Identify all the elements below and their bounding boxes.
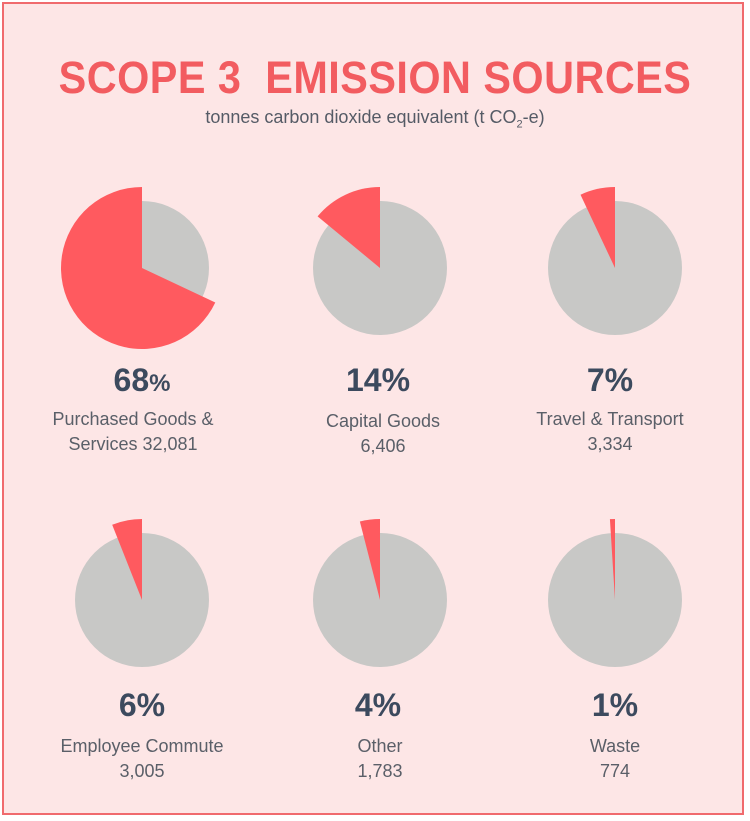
label-waste: Waste 774 bbox=[495, 734, 735, 784]
label-line: Other bbox=[357, 736, 403, 756]
subtitle-main: tonnes carbon dioxide equivalent (t CO bbox=[205, 107, 517, 127]
label-other: Other 1,783 bbox=[260, 734, 500, 784]
label-line: 1,783 bbox=[357, 761, 403, 781]
label-line: Travel & Transport bbox=[536, 409, 684, 429]
pct-employee-commute: 6% bbox=[22, 687, 262, 724]
pct-purchased-goods: 68% bbox=[22, 362, 262, 399]
infographic-frame bbox=[2, 2, 744, 815]
pct-number: 14% bbox=[345, 362, 411, 398]
pie-slice-capital-goods bbox=[317, 187, 380, 268]
pie-slice-employee-commute bbox=[112, 519, 142, 600]
pct-travel-transport: 7% bbox=[490, 362, 730, 399]
label-line: 3,334 bbox=[587, 434, 633, 454]
pct-capital-goods: 14% bbox=[258, 362, 498, 399]
label-line: Services 32,081 bbox=[68, 434, 198, 454]
pie-slice-purchased-goods-services bbox=[60, 187, 216, 349]
pct-number: 4% bbox=[354, 687, 402, 723]
label-travel-transport: Travel & Transport 3,334 bbox=[490, 407, 730, 457]
pct-waste: 1% bbox=[495, 687, 735, 724]
label-line: 774 bbox=[599, 761, 631, 781]
subtitle-end: -e) bbox=[522, 107, 545, 127]
chart-title: SCOPE 3 EMISSION SOURCES bbox=[58, 52, 692, 103]
pct-number: 68 bbox=[113, 362, 150, 398]
pie-slice-other bbox=[359, 519, 380, 600]
label-capital-goods: Capital Goods 6,406 bbox=[263, 409, 503, 459]
label-line: Employee Commute bbox=[60, 736, 224, 756]
label-line: Purchased Goods & bbox=[52, 409, 214, 429]
label-line: Waste bbox=[589, 736, 641, 756]
label-purchased-goods: Purchased Goods & Services 32,081 bbox=[13, 407, 253, 457]
label-line: Capital Goods bbox=[325, 411, 441, 431]
pct-number: 7% bbox=[586, 362, 634, 398]
pct-number: 1% bbox=[591, 687, 639, 723]
chart-subtitle: tonnes carbon dioxide equivalent (t CO2-… bbox=[0, 107, 750, 131]
label-line: 6,406 bbox=[360, 436, 406, 456]
pct-number: 6% bbox=[118, 687, 166, 723]
label-line: 3,005 bbox=[119, 761, 165, 781]
pct-symbol: % bbox=[149, 370, 171, 397]
subtitle-subscript: 2 bbox=[516, 118, 523, 131]
label-employee-commute: Employee Commute 3,005 bbox=[22, 734, 262, 784]
pie-slice-waste bbox=[609, 519, 615, 600]
pie-slice-travel-transport bbox=[580, 187, 615, 268]
pct-other: 4% bbox=[258, 687, 498, 724]
